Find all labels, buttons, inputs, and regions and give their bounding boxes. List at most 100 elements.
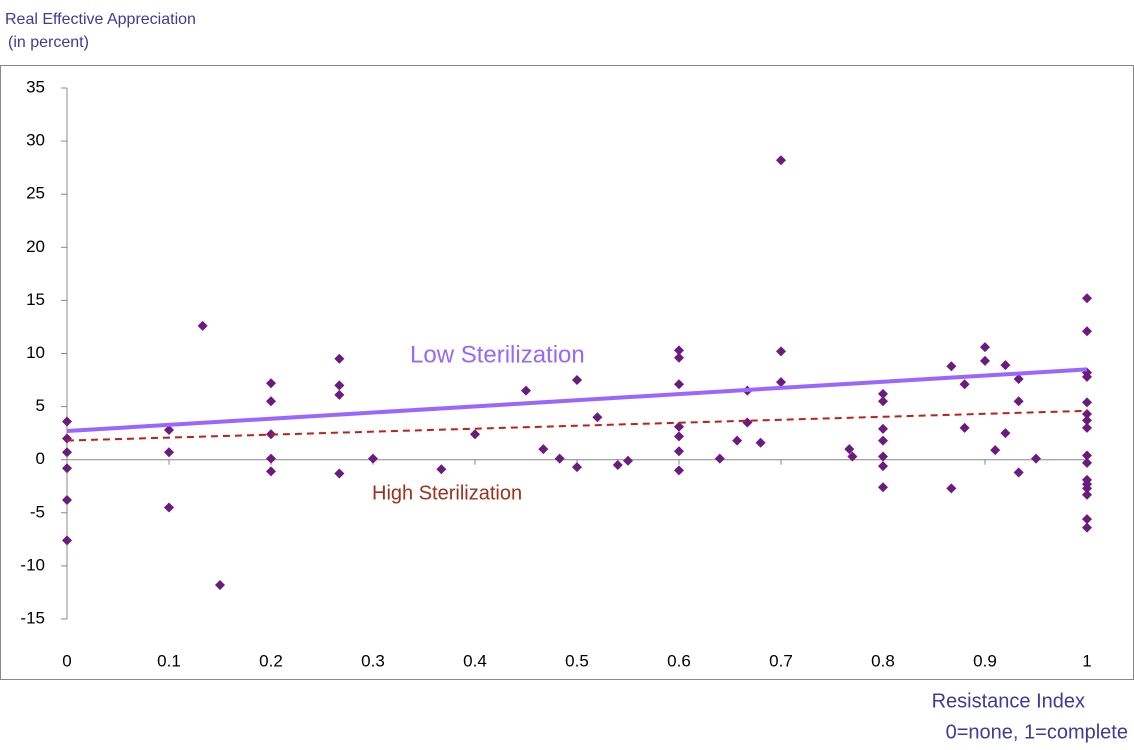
x-tick-label: 0.8: [871, 651, 895, 670]
point: [674, 352, 684, 363]
point: [521, 385, 531, 396]
y-tick-label: 10: [26, 343, 45, 362]
point: [164, 502, 174, 513]
point: [674, 345, 684, 356]
point: [215, 580, 225, 591]
y-axis-title: (in percent): [8, 34, 89, 51]
point: [1082, 293, 1092, 304]
point: [1082, 415, 1092, 426]
point: [62, 447, 72, 458]
x-tick-label: 0.9: [973, 651, 997, 670]
x-axis-title: Resistance Index: [932, 690, 1085, 712]
y-tick-label: 5: [36, 396, 45, 415]
trend-line: [66, 367, 1088, 434]
y-tick-label: 30: [26, 131, 45, 150]
point: [1013, 396, 1024, 407]
x-tick-label: 0: [62, 651, 71, 670]
point: [844, 444, 855, 455]
point: [878, 388, 888, 399]
point: [878, 482, 888, 493]
point: [1031, 453, 1041, 464]
point: [674, 421, 684, 432]
point: [62, 495, 72, 506]
x-tick-label: 0.6: [667, 651, 691, 670]
point: [592, 412, 603, 423]
point: [334, 380, 345, 391]
point: [980, 342, 990, 353]
point: [847, 451, 858, 462]
y-tick-label: 15: [26, 290, 45, 309]
y-tick-label: 20: [26, 237, 45, 256]
point: [1082, 483, 1092, 494]
point: [1082, 397, 1092, 408]
point: [368, 453, 378, 464]
point: [755, 437, 766, 448]
point: [674, 431, 684, 442]
point: [946, 361, 957, 372]
point: [1082, 326, 1092, 337]
point: [62, 535, 72, 546]
point: [674, 465, 684, 476]
y-tick-label: -5: [30, 502, 45, 521]
y-tick-label: -10: [20, 555, 45, 574]
y-tick-label: 0: [36, 449, 45, 468]
point: [334, 468, 345, 479]
point: [266, 466, 276, 477]
point: [1000, 360, 1011, 371]
point: [714, 453, 725, 464]
x-tick-label: 0.7: [769, 651, 793, 670]
y-tick-label: -15: [20, 608, 45, 627]
point: [554, 453, 565, 464]
point: [742, 417, 753, 428]
point: [674, 379, 684, 390]
point: [878, 461, 888, 472]
y-tick-label: 25: [26, 184, 45, 203]
point: [623, 455, 633, 466]
point: [878, 451, 888, 462]
point: [878, 435, 888, 446]
point: [1082, 522, 1092, 533]
point: [1082, 514, 1092, 525]
point: [1013, 373, 1024, 384]
point: [62, 433, 72, 444]
point: [959, 379, 970, 390]
point: [878, 396, 888, 407]
x-tick-label: 0.5: [565, 651, 589, 670]
x-tick-label: 0.2: [259, 651, 283, 670]
x-tick-label: 1: [1082, 651, 1091, 670]
point: [62, 463, 72, 474]
point: [878, 423, 888, 434]
point: [334, 353, 345, 364]
point: [990, 445, 1001, 456]
trend-label: Low Sterilization: [410, 341, 585, 368]
x-tick-label: 0.3: [361, 651, 385, 670]
point: [572, 462, 582, 473]
point: [946, 483, 957, 494]
point: [62, 416, 72, 427]
point: [164, 447, 174, 458]
point: [164, 424, 174, 435]
point: [1013, 467, 1024, 478]
point: [776, 377, 786, 388]
point: [612, 460, 623, 471]
point: [538, 444, 549, 455]
point: [334, 389, 345, 400]
point: [572, 375, 582, 386]
point: [1000, 428, 1011, 439]
point: [470, 429, 480, 440]
point: [1082, 489, 1092, 500]
point: [266, 396, 276, 407]
trend-line: [66, 409, 1088, 442]
trend-label: High Sterilization: [372, 482, 522, 504]
point: [959, 422, 970, 433]
point: [266, 378, 276, 389]
point: [674, 446, 684, 457]
y-axis-title: Real Effective Appreciation: [5, 11, 196, 28]
x-axis-title: 0=none, 1=complete: [946, 721, 1128, 743]
point: [980, 355, 990, 366]
point: [776, 346, 786, 357]
x-tick-label: 0.1: [157, 651, 181, 670]
point: [1082, 409, 1092, 420]
y-tick-label: 35: [26, 77, 45, 96]
